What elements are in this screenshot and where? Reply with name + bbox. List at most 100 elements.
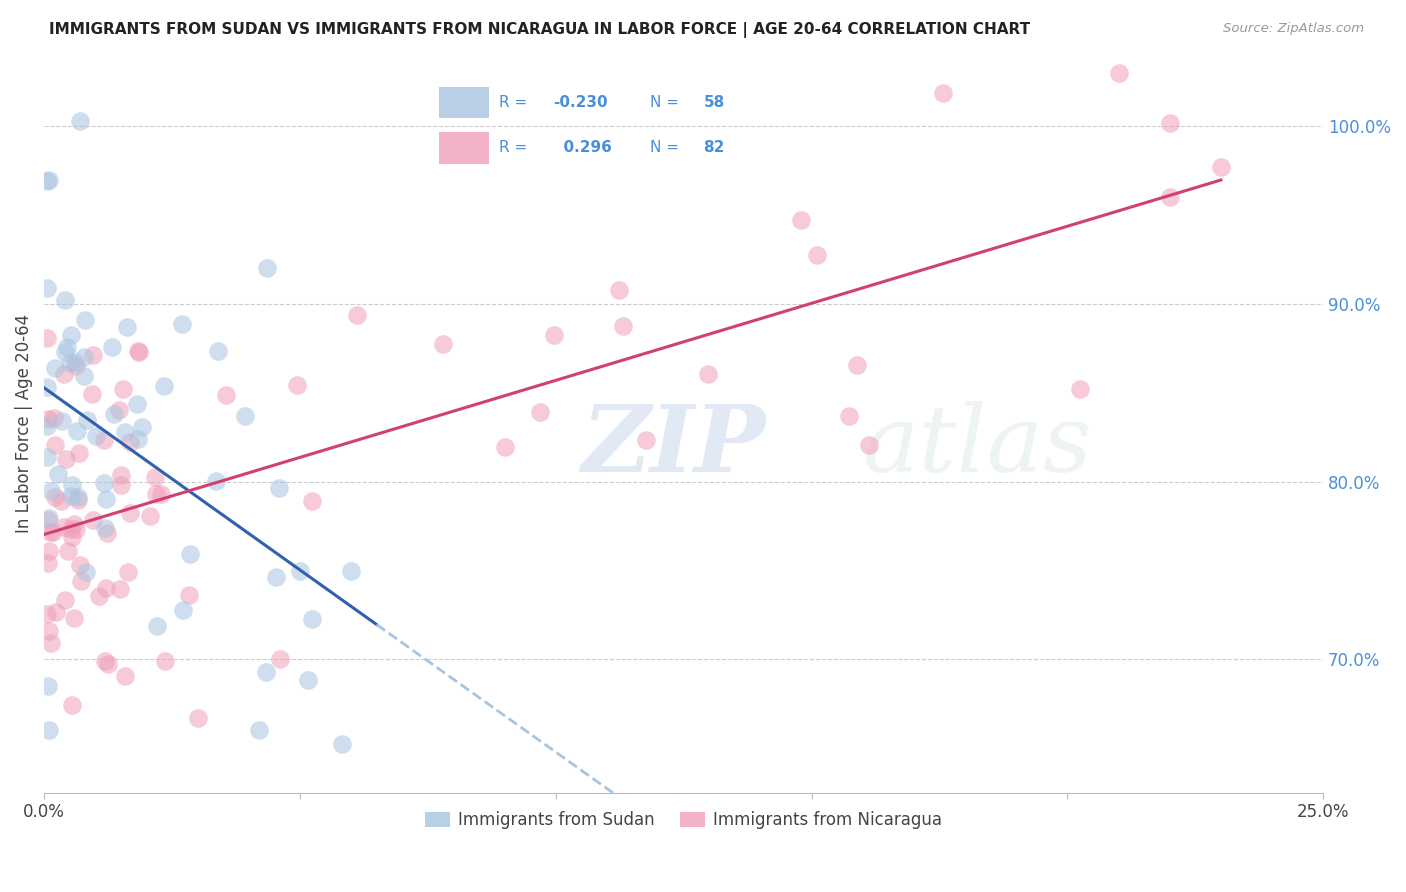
Point	[35, 379, 58, 393]
Point	[145, 487, 167, 501]
Point	[607, 283, 630, 297]
Point	[846, 358, 869, 372]
Point	[44, 438, 66, 452]
Text: IMMIGRANTS FROM SUDAN VS IMMIGRANTS FROM NICARAGUA IN LABOR FORCE | AGE 20-64 CO: IMMIGRANTS FROM SUDAN VS IMMIGRANTS FROM…	[49, 22, 1031, 38]
Point	[127, 432, 149, 446]
Point	[42, 524, 65, 539]
Point	[131, 419, 153, 434]
Point	[340, 564, 363, 578]
Point	[38, 511, 60, 525]
Point	[187, 711, 209, 725]
Point	[45, 605, 67, 619]
Point	[143, 470, 166, 484]
Point	[1209, 160, 1232, 174]
Point	[153, 654, 176, 668]
Point	[59, 523, 82, 537]
Point	[432, 337, 454, 351]
Point	[44, 491, 66, 505]
Point	[62, 610, 84, 624]
Point	[1159, 190, 1181, 204]
Point	[697, 367, 720, 381]
Point	[76, 413, 98, 427]
Text: atlas: atlas	[863, 401, 1092, 491]
Point	[128, 345, 150, 359]
Point	[269, 652, 291, 666]
Point	[108, 402, 131, 417]
Point	[117, 566, 139, 580]
Point	[127, 343, 149, 358]
Point	[1159, 116, 1181, 130]
Point	[58, 544, 80, 558]
Point	[66, 424, 89, 438]
Point	[38, 624, 60, 638]
Point	[215, 388, 238, 402]
Point	[114, 425, 136, 439]
Point	[636, 433, 658, 447]
Point	[55, 451, 77, 466]
Point	[38, 723, 60, 738]
Point	[297, 673, 319, 687]
Point	[69, 558, 91, 572]
Point	[73, 368, 96, 383]
Point	[38, 524, 60, 539]
Point	[46, 467, 69, 482]
Point	[254, 665, 277, 680]
Point	[301, 494, 323, 508]
Point	[35, 331, 58, 345]
Point	[35, 281, 58, 295]
Point	[94, 491, 117, 506]
Point	[172, 603, 194, 617]
Point	[103, 408, 125, 422]
Point	[52, 520, 75, 534]
Point	[93, 475, 115, 490]
Point	[60, 327, 83, 342]
Point	[84, 429, 107, 443]
Point	[37, 513, 59, 527]
Point	[87, 590, 110, 604]
Point	[39, 636, 62, 650]
Point	[69, 114, 91, 128]
Point	[44, 361, 66, 376]
Point	[38, 172, 60, 186]
Point	[75, 565, 97, 579]
Point	[49, 493, 72, 508]
Point	[72, 350, 94, 364]
Point	[858, 437, 880, 451]
Point	[111, 382, 134, 396]
Point	[494, 440, 516, 454]
Point	[80, 387, 103, 401]
Point	[51, 414, 73, 428]
Point	[37, 412, 59, 426]
Point	[114, 669, 136, 683]
Point	[235, 409, 257, 423]
Point	[177, 587, 200, 601]
Point	[65, 522, 87, 536]
Point	[63, 354, 86, 368]
Point	[110, 478, 132, 492]
Point	[100, 340, 122, 354]
Point	[806, 247, 828, 261]
Point	[247, 723, 270, 738]
Point	[93, 434, 115, 448]
Point	[53, 293, 76, 307]
Point	[37, 679, 59, 693]
Point	[118, 507, 141, 521]
Point	[60, 530, 83, 544]
Point	[60, 478, 83, 492]
Point	[346, 308, 368, 322]
Point	[39, 484, 62, 499]
Point	[838, 409, 860, 423]
Point	[66, 490, 89, 504]
Point	[56, 341, 79, 355]
Point	[35, 173, 58, 187]
Point	[63, 516, 86, 531]
Point	[301, 612, 323, 626]
Point	[207, 343, 229, 358]
Point	[60, 489, 83, 503]
Point	[73, 313, 96, 327]
Point	[37, 557, 59, 571]
Point	[790, 213, 813, 227]
Point	[82, 348, 104, 362]
Point	[62, 698, 84, 713]
Point	[110, 467, 132, 482]
